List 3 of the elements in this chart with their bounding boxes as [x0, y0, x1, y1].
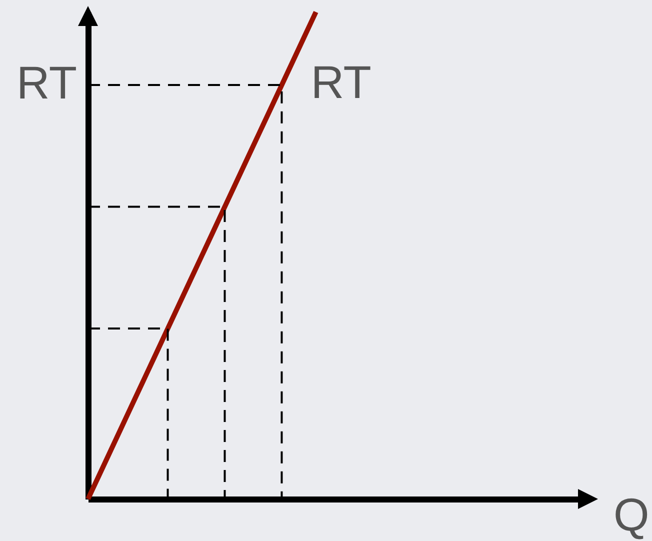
y-axis-title: RT — [16, 56, 77, 108]
x-axis-title: Q — [614, 488, 650, 540]
series-label: RT — [310, 56, 372, 108]
